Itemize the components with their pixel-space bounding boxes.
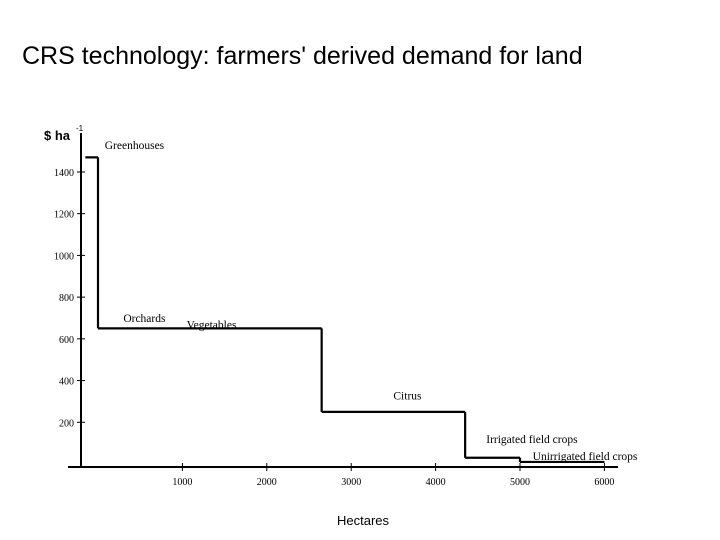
y-tick-label: 200	[59, 418, 74, 429]
x-tick-label: 2000	[257, 477, 277, 488]
x-tick-label: 3000	[341, 477, 361, 488]
y-tick-label: 1400	[54, 168, 74, 179]
y-tick-label: 400	[59, 377, 74, 388]
y-axis-label-superscript: -1	[76, 124, 84, 133]
step-annotation: Irrigated field crops	[486, 434, 578, 446]
step-annotation: Greenhouses	[105, 140, 165, 152]
y-tick-label: 800	[59, 293, 74, 304]
step-annotation: Citrus	[393, 390, 422, 402]
y-tick-label: 1000	[54, 251, 74, 262]
x-axis-label: Hectares	[337, 513, 390, 528]
x-tick-label: 4000	[426, 477, 446, 488]
step-annotation: Orchards	[123, 313, 166, 325]
step-annotation: Vegetables	[187, 319, 237, 331]
x-tick-label: 1000	[172, 477, 192, 488]
step-annotation: Unirrigated field crops	[533, 451, 638, 463]
x-tick-label: 5000	[510, 477, 530, 488]
y-tick-label: 1200	[54, 210, 74, 221]
y-tick-label: 600	[59, 335, 74, 346]
y-axis-label: $ ha	[44, 128, 71, 143]
slide-title: CRS technology: farmers' derived demand …	[22, 42, 583, 70]
x-tick-label: 6000	[594, 477, 614, 488]
